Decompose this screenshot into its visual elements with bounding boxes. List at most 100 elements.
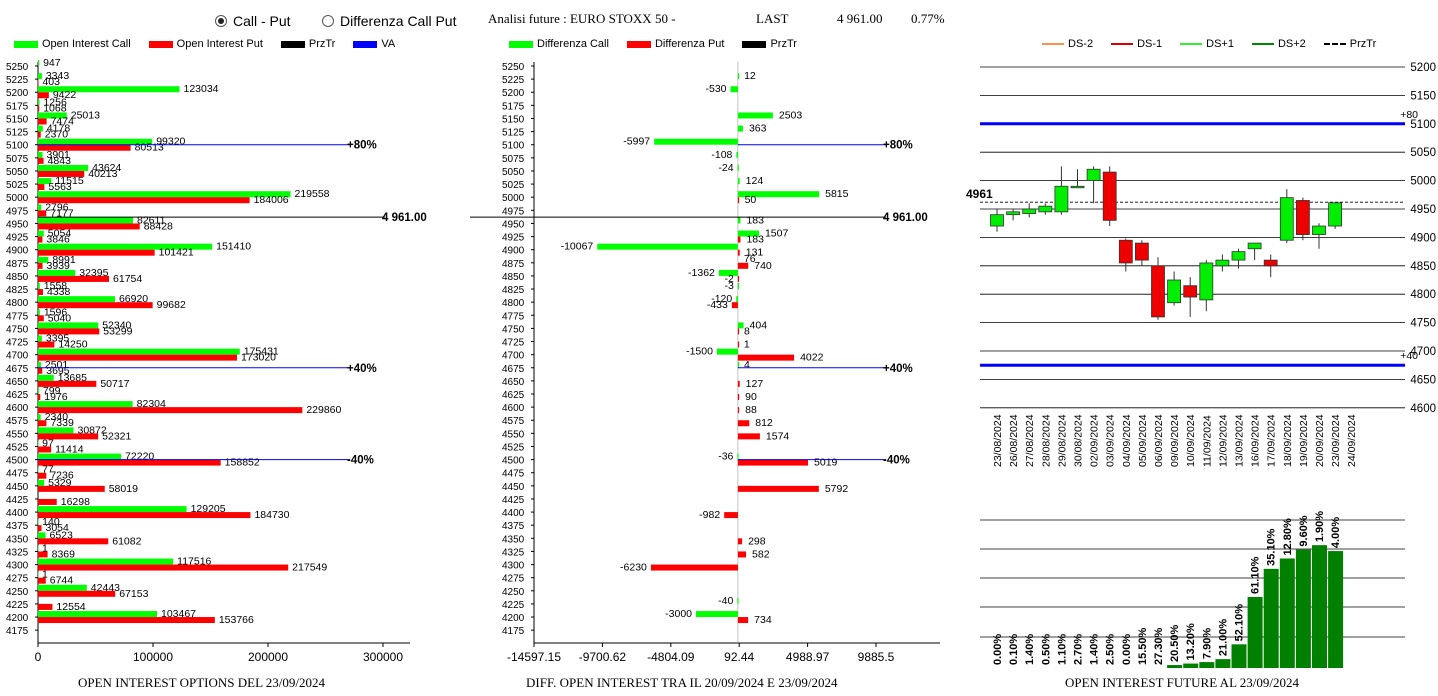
- y-tick-label: 4425: [6, 495, 29, 506]
- diff-put-bar: [737, 354, 795, 361]
- y-tick-label: 5050: [6, 167, 29, 178]
- y-tick-label: 4675: [6, 364, 29, 375]
- put-bar-label: 158852: [225, 457, 260, 469]
- diff-call-bar: [718, 269, 738, 276]
- call-bar-label: 3901: [46, 149, 70, 161]
- put-bar-label: 153766: [219, 614, 254, 626]
- x-tick-label: 30/08/2024: [1073, 414, 1085, 467]
- put-bar: [38, 197, 250, 204]
- call-bar: [38, 453, 122, 460]
- put-bar: [38, 341, 55, 348]
- legend-label: VA: [381, 38, 396, 50]
- diff-put-bar: [737, 341, 740, 348]
- call-bar: [38, 269, 76, 276]
- candle-body: [1279, 197, 1294, 241]
- diff-call-label: 1507: [765, 228, 789, 240]
- legend-diff: Differenza Call Differenza Put PrzTr: [509, 38, 809, 50]
- y-tick-label: 5175: [502, 101, 525, 112]
- y-tick-label: 4600: [1410, 403, 1436, 415]
- put-bar-label: 8369: [52, 548, 76, 560]
- legend-item: VA: [353, 38, 395, 50]
- y-tick-label: 4400: [502, 508, 525, 519]
- legend-swatch: [1251, 43, 1274, 45]
- oi-pct-label: 21.00%: [1217, 619, 1229, 657]
- call-bar: [38, 414, 41, 421]
- put-bar: [38, 144, 131, 151]
- diff-call-label: 4: [744, 359, 750, 371]
- y-tick-label: 4700: [1410, 346, 1436, 358]
- radio-selected-icon: [215, 15, 227, 27]
- diff-call-bar: [654, 138, 738, 145]
- put-bar: [38, 446, 52, 453]
- x-tick-label: 29/08/2024: [1056, 414, 1068, 467]
- call-bar-label: 25013: [71, 109, 100, 121]
- diff-put-bar: [737, 236, 741, 243]
- chart-open-interest: 5250 5225 5200 5175 5150 5125 5100 5075 5050 5025…: [6, 57, 427, 664]
- x-tick-label: 20/09/2024: [1314, 414, 1326, 467]
- y-tick-label: 4750: [502, 324, 525, 335]
- call-bar: [38, 558, 174, 565]
- put-bar: [38, 354, 237, 361]
- y-tick-label: 4725: [6, 338, 29, 349]
- put-bar-label: 184730: [254, 509, 289, 521]
- radio-call-put[interactable]: Call - Put: [215, 13, 291, 29]
- legend-future: DS-2 DS-1 DS+1 DS+2 PrzTr: [1042, 38, 1388, 50]
- y-tick-label: 5175: [6, 101, 29, 112]
- call-bar: [38, 204, 42, 211]
- diff-call-bar: [737, 73, 740, 80]
- oi-pct-label: 2.70%: [1073, 634, 1085, 665]
- candle-body: [1086, 168, 1101, 181]
- call-bar: [38, 374, 54, 381]
- oi-pct-label: 1.40%: [1024, 634, 1036, 665]
- diff-call-label: -1500: [686, 346, 713, 358]
- call-bar: [38, 164, 89, 171]
- y-tick-label: 4975: [6, 206, 29, 217]
- legend-label: Open Interest Call: [42, 38, 131, 50]
- diff-put-label: -2: [725, 273, 734, 285]
- call-bar-label: 1: [42, 569, 48, 581]
- x-tick-label: 300000: [363, 650, 403, 664]
- y-tick-label: 5050: [502, 167, 525, 178]
- put-bar: [38, 485, 105, 492]
- x-tick-label: 23/09/2024: [1330, 414, 1342, 467]
- footer-future: OPEN INTEREST FUTURE AL 23/09/2024: [1065, 675, 1300, 690]
- radio-differenza-label: Differenza Call Put: [340, 13, 457, 29]
- y-tick-label: 4775: [6, 311, 29, 322]
- oi-pct-label: 12.80%: [1282, 518, 1294, 556]
- diff-put-bar: [650, 564, 738, 571]
- call-bar: [38, 73, 42, 80]
- x-tick-label: 0: [35, 650, 42, 664]
- put-bar-label: 12554: [56, 601, 85, 613]
- put-bar: [38, 184, 45, 191]
- diff-put-label: 582: [752, 548, 770, 560]
- y-tick-label: 4750: [1410, 318, 1436, 330]
- ref-line-label: +80%: [347, 140, 377, 152]
- y-tick-label: 4925: [502, 233, 525, 244]
- put-bar: [38, 275, 110, 282]
- legend-label: PrzTr: [1349, 38, 1377, 50]
- x-tick-label: 06/09/2024: [1153, 414, 1165, 467]
- x-tick-label: 11/09/2024: [1201, 415, 1213, 467]
- candle-body: [1231, 251, 1246, 261]
- legend-swatch: [1042, 43, 1064, 45]
- y-tick-label: 4900: [502, 246, 525, 257]
- y-tick-label: 4650: [6, 377, 29, 388]
- y-tick-label: 5050: [1410, 147, 1436, 159]
- y-tick-label: 4675: [502, 364, 525, 375]
- radio-differenza[interactable]: Differenza Call Put: [322, 13, 456, 29]
- call-bar-label: 5054: [48, 228, 72, 240]
- ref-line-label: +40: [1400, 350, 1418, 362]
- x-tick-label: 02/09/2024: [1089, 414, 1101, 467]
- diff-put-bar: [737, 275, 740, 282]
- legend-label: Differenza Call: [537, 38, 609, 50]
- last-label: LAST: [756, 11, 789, 26]
- legend-item: DS+2: [1251, 38, 1306, 50]
- put-bar: [38, 459, 221, 466]
- call-bar-label: 1596: [44, 306, 68, 318]
- put-bar: [38, 472, 47, 479]
- footer-diff: DIFF. OPEN INTEREST TRA IL 20/09/2024 E …: [526, 675, 838, 690]
- oi-pct-label: 52.10%: [1234, 604, 1246, 642]
- y-tick-label: 5100: [502, 141, 525, 152]
- candle-body: [1328, 202, 1343, 227]
- y-tick-label: 4400: [6, 508, 29, 519]
